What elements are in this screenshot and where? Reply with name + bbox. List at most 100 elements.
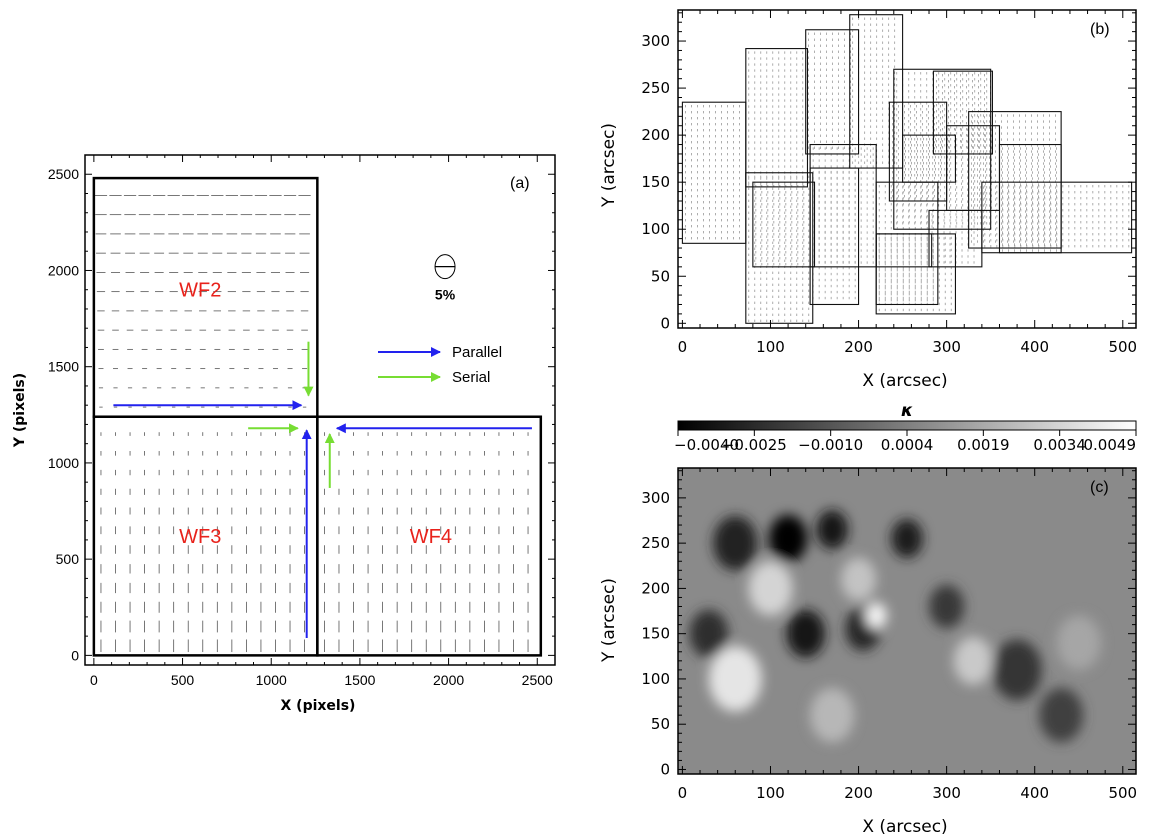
- x-tick-label: 0: [678, 338, 688, 356]
- y-tick-label: 200: [641, 126, 670, 144]
- y-tick-label: 150: [641, 625, 670, 643]
- colorbar-tick-label: 0.0034: [1033, 436, 1086, 454]
- panel-c: κ −0.0040−0.0025 −0.0010 0.0004 0.0019 0.003…: [599, 401, 1137, 837]
- panel-b-xlabel: X (arcsec): [862, 371, 947, 391]
- colorbar-tick-label: −0.0025: [722, 436, 787, 454]
- x-tick-label: 0: [90, 672, 98, 688]
- panel-c-ylabel: Y (arcsec): [599, 578, 619, 663]
- panel-b-label: (b): [1090, 21, 1110, 38]
- kappa-feature: [816, 510, 848, 550]
- panel-a-xlabel: X (pixels): [281, 698, 356, 714]
- pointing-outline: [998, 143, 1062, 254]
- x-tick-label: 100: [756, 784, 785, 802]
- colorbar-tick-label: −0.0040: [674, 436, 739, 454]
- x-tick-label: 500: [1108, 338, 1137, 356]
- x-tick-label: 300: [932, 784, 961, 802]
- x-tick-label: 2500: [522, 672, 553, 688]
- detector-outline-wf4: [316, 415, 543, 657]
- region-label-wf4: WF4: [410, 526, 452, 548]
- pointing-outline: [752, 181, 816, 268]
- y-tick-label: 0: [660, 314, 670, 332]
- colorbar-tick-label: 0.0049: [1084, 436, 1137, 454]
- panel-a: 0 500 1000 1500 2000 2500 0 500 1000 1500 2000 2500…: [12, 154, 556, 714]
- kappa-feature: [748, 561, 793, 616]
- x-tick-label: 400: [1020, 338, 1049, 356]
- panel-b-axes: 0 100 200 300 400 500 0 50 100 150 200 250 300: [641, 10, 1137, 356]
- pointing-outline: [809, 167, 860, 306]
- kappa-feature: [953, 636, 993, 685]
- legend-label: Serial: [452, 369, 490, 386]
- colorbar-label: κ: [901, 401, 913, 421]
- panel-b-frame: [677, 9, 1137, 329]
- y-tick-label: 2000: [48, 262, 79, 278]
- kappa-feature: [810, 687, 855, 743]
- y-tick-label: 0: [660, 760, 670, 778]
- pointing-outline: [809, 143, 877, 268]
- y-tick-label: 1000: [48, 455, 79, 471]
- panel-c-xlabel: X (arcsec): [862, 817, 947, 837]
- panel-b-ylabel: Y (arcsec): [599, 123, 619, 208]
- x-tick-label: 400: [1020, 784, 1049, 802]
- kappa-feature: [786, 609, 826, 658]
- colorbar: [677, 420, 1137, 431]
- panel-a-axes: 0 500 1000 1500 2000 2500 0 500 1000 1500 2000 2500: [48, 155, 555, 688]
- y-tick-label: 200: [641, 579, 670, 597]
- kappa-feature: [929, 584, 965, 629]
- x-tick-label: 2000: [433, 672, 464, 688]
- y-tick-label: 2500: [48, 166, 79, 182]
- panel-a-scale-marker: 5%: [434, 254, 456, 303]
- region-label-wf3: WF3: [179, 526, 221, 548]
- pointing-outline: [946, 125, 1001, 211]
- pointing-outline: [875, 233, 956, 315]
- kappa-feature: [689, 609, 729, 658]
- panel-a-ylabel: Y (pixels): [12, 373, 28, 448]
- kappa-feature: [865, 602, 887, 629]
- y-tick-label: 250: [641, 534, 670, 552]
- colorbar-tick-label: 0.0019: [957, 436, 1010, 454]
- y-tick-label: 100: [641, 220, 670, 238]
- kappa-feature: [891, 519, 923, 559]
- y-tick-label: 0: [71, 647, 79, 663]
- x-tick-label: 200: [844, 338, 873, 356]
- y-tick-label: 300: [641, 32, 670, 50]
- y-tick-label: 300: [641, 489, 670, 507]
- region-label-wf2: WF2: [179, 280, 221, 302]
- panel-c-label: (c): [1090, 479, 1109, 496]
- kappa-feature: [840, 557, 877, 602]
- kappa-feature: [708, 646, 762, 712]
- x-tick-label: 200: [844, 784, 873, 802]
- x-tick-label: 100: [756, 338, 785, 356]
- y-tick-label: 1500: [48, 359, 79, 375]
- panel-a-vector-field: [94, 195, 529, 653]
- kappa-feature: [713, 515, 758, 571]
- x-tick-label: 300: [932, 338, 961, 356]
- panel-b-shear-field: [685, 17, 1130, 322]
- colorbar-tick-label: −0.0010: [798, 436, 863, 454]
- x-tick-label: 1000: [256, 672, 287, 688]
- x-tick-label: 1500: [344, 672, 375, 688]
- panel-a-detector-outlines: [92, 176, 543, 657]
- panel-a-legend: Parallel Serial: [378, 344, 502, 386]
- pointing-outline: [805, 29, 860, 155]
- pointing-outline: [875, 233, 933, 268]
- panel-c-axes: 0 100 200 300 400 500 0 50 100 150 200 250 300: [641, 468, 1137, 802]
- pointing-outline: [745, 48, 809, 188]
- y-tick-label: 500: [56, 551, 80, 567]
- panel-c-heatmap: [678, 468, 1136, 774]
- x-tick-label: 500: [1108, 784, 1137, 802]
- x-tick-label: 500: [171, 672, 195, 688]
- panel-b: 0 100 200 300 400 500 0 50 100 150 200 250 300 (b) X…: [599, 9, 1137, 391]
- panel-a-region-labels: WF2 WF3 WF4: [179, 280, 452, 548]
- x-tick-label: 0: [678, 784, 688, 802]
- panel-a-label: (a): [510, 175, 530, 192]
- y-tick-label: 250: [641, 79, 670, 97]
- colorbar-tick-label: 0.0004: [881, 436, 934, 454]
- y-tick-label: 50: [651, 267, 670, 285]
- panel-a-frame: [84, 154, 556, 666]
- kappa-feature: [1056, 615, 1101, 670]
- y-tick-label: 150: [641, 173, 670, 191]
- legend-label: Parallel: [452, 344, 502, 361]
- pointing-outline: [893, 68, 992, 230]
